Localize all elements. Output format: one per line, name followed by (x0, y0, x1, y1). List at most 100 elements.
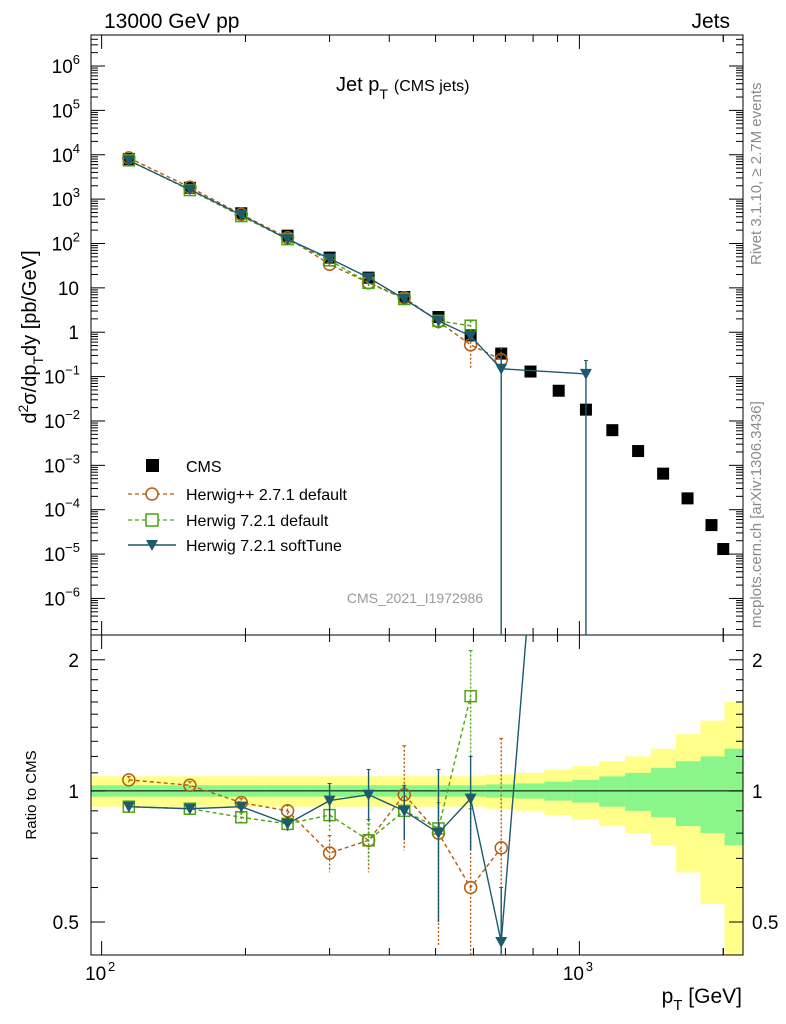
legend-marker-herwig7-softtune (146, 540, 158, 551)
header-left-label: 13000 GeV pp (104, 10, 239, 33)
ratio-herwig-7-2-1-softtune-marker (398, 805, 411, 817)
main-y-tick-label: 106 (52, 52, 80, 78)
legend-marker-herwig7-default (145, 513, 159, 527)
ratio-herwig-7-2-1-default-marker (235, 810, 248, 824)
main-y-tick-exponent: 2 (73, 229, 80, 244)
ratio-herwig-7-2-1-softtune-series (122, 635, 527, 955)
main-y-tick-base: 10 (52, 101, 73, 122)
main-y-tick-label: 10−3 (44, 451, 80, 477)
main-y-tick-base: 10 (44, 456, 65, 477)
x-axis-label: pT [GeV] (662, 985, 742, 1014)
ratio-herwig-7-2-1-softtune-marker (183, 803, 196, 815)
main-cms-marker (632, 445, 645, 458)
main-herwig-2-7-1-default-series (122, 151, 508, 400)
ratio-panel-frame (90, 634, 744, 956)
ratio-herwig-2-7-1-default-marker (322, 846, 337, 860)
legend-marker-herwigpp (145, 487, 159, 501)
band-inner-bin (599, 776, 626, 807)
band-inner-bin (650, 767, 677, 818)
main-cms-marker (552, 384, 565, 397)
main-cms-marker (657, 467, 670, 480)
ratio-herwig-7-2-1-softtune-marker (495, 936, 508, 948)
main-y-tick-base: 10 (52, 234, 73, 255)
band-inner-bin (724, 748, 744, 846)
header-right-label: Jets (691, 10, 730, 33)
legend-label-herwigpp: Herwig++ 2.7.1 default (186, 487, 348, 504)
ratio-herwig-2-7-1-default-marker (122, 773, 136, 787)
ratio-uncertainty-bands (91, 701, 744, 955)
ratio-herwig-7-2-1-softtune-marker (122, 801, 135, 813)
main-cms-marker (681, 492, 694, 505)
main-y-tick-label: 105 (52, 96, 80, 122)
main-y-tick-base: 10 (52, 146, 73, 167)
main-y-tick-base: 10 (58, 279, 79, 300)
main-y-tick-label: 104 (52, 141, 80, 167)
main-herwig-7-2-1-softtune-marker (495, 363, 508, 375)
main-y-tick-base: 10 (44, 368, 65, 389)
main-y-tick-exponent: −6 (65, 584, 80, 599)
ratio-y-tick-label: 0.5 (53, 913, 79, 934)
ratio-herwig-2-7-1-default-marker (494, 841, 508, 855)
axis-ticks: 10 2 10 310610510410310210110−110−210−310−4… (44, 34, 778, 985)
ratio-herwig-7-2-1-default-marker (362, 834, 375, 847)
ratio-herwig-7-2-1-default-marker (464, 689, 477, 703)
main-herwig-7-2-1-default-marker (464, 319, 477, 332)
main-herwig-7-2-1-softtune-marker (362, 272, 375, 284)
legend-label-herwig7-softtune: Herwig 7.2.1 softTune (186, 538, 342, 555)
main-herwig-7-2-1-softtune-series (122, 155, 592, 635)
x-tick-label: 10 (563, 964, 584, 985)
main-herwig-7-2-1-softtune-marker (323, 253, 336, 265)
ratio-herwig-7-2-1-softtune-marker (432, 828, 445, 840)
main-herwig-7-2-1-softtune-marker (579, 368, 592, 380)
main-y-tick-exponent: 5 (73, 96, 80, 111)
main-herwig-2-7-1-default-line (128, 157, 502, 361)
ratio-panel-marks (122, 635, 527, 955)
main-y-tick-label: 1 (68, 323, 79, 344)
main-y-tick-base: 10 (44, 545, 65, 566)
rivet-version-label: Rivet 3.1.10, ≥ 2.7M events (748, 83, 765, 266)
main-cms-marker (524, 365, 537, 378)
ratio-herwig-7-2-1-default-line (128, 696, 472, 842)
ratio-herwig-2-7-1-default-marker (183, 778, 197, 793)
legend-marker-cms (146, 459, 159, 472)
ratio-y-tick-label-right: 2 (752, 651, 763, 672)
band-inner-bin (676, 761, 702, 827)
main-herwig-7-2-1-softtune-line (128, 159, 586, 375)
ratio-herwig-7-2-1-softtune-marker (362, 789, 375, 801)
main-herwig-7-2-1-softtune-marker (464, 331, 477, 343)
main-y-tick-exponent: 3 (73, 185, 80, 200)
ratio-y-tick-label: 1 (68, 782, 79, 803)
ratio-herwig-7-2-1-softtune-marker (464, 793, 477, 805)
main-y-tick-exponent: −3 (65, 451, 80, 466)
main-cms-marker (705, 519, 718, 532)
main-cms-marker (717, 543, 730, 556)
ratio-herwig-7-2-1-softtune-marker (281, 818, 294, 830)
main-y-tick-label: 10−4 (44, 496, 80, 522)
main-y-tick-label: 10−2 (44, 407, 80, 433)
ratio-herwig-2-7-1-default-marker (280, 804, 295, 818)
main-y-tick-label: 10−5 (44, 540, 80, 566)
main-herwig-7-2-1-softtune-marker (432, 315, 445, 327)
main-y-tick-base: 1 (68, 323, 79, 344)
x-tick-label: 10 (85, 964, 106, 985)
main-panel-marks (122, 151, 730, 635)
main-herwig-7-2-1-softtune-marker (398, 294, 411, 306)
analysis-id-label: CMS_2021_I1972986 (347, 590, 483, 606)
main-y-tick-base: 10 (44, 501, 65, 522)
chart-marks (122, 151, 730, 955)
main-y-tick-base: 10 (44, 412, 65, 433)
ratio-herwig-2-7-1-default-marker (463, 880, 478, 895)
main-y-tick-label: 10−1 (44, 363, 80, 389)
main-y-tick-label: 103 (52, 185, 80, 211)
x-tick-exponent: 3 (586, 959, 593, 974)
main-y-tick-base: 10 (52, 57, 73, 78)
main-herwig-7-2-1-softtune-marker (183, 184, 196, 196)
main-y-tick-label: 102 (52, 229, 80, 255)
main-herwig-7-2-1-softtune-marker (122, 155, 135, 167)
main-y-tick-base: 10 (52, 190, 73, 211)
main-y-tick-base: 10 (44, 589, 65, 610)
ratio-herwig-7-2-1-softtune-marker (235, 801, 248, 813)
mcplots-credit-label: mcplots.cern.ch [arXiv:1306.3436] (748, 401, 765, 628)
ratio-herwig-7-2-1-softtune-marker (323, 795, 336, 807)
